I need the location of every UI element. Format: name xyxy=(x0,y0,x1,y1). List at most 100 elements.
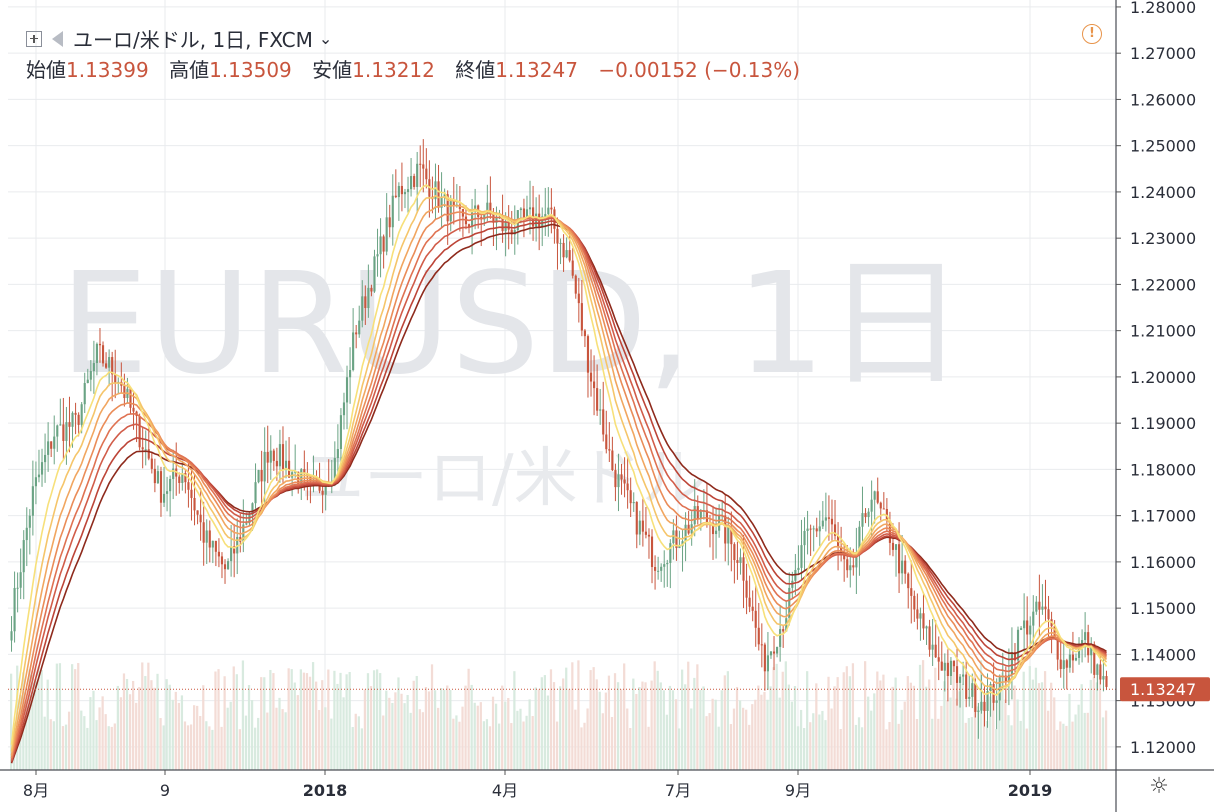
volume-bar xyxy=(263,677,266,770)
candle-body xyxy=(440,196,443,208)
candle-body xyxy=(385,217,388,252)
volume-bar xyxy=(839,728,842,770)
candle-body xyxy=(178,476,181,483)
volume-bar xyxy=(921,660,925,770)
volume-bar xyxy=(308,676,312,770)
candle-body xyxy=(849,565,852,571)
candle-body xyxy=(162,493,166,503)
candle-body xyxy=(361,296,364,321)
volume-bar xyxy=(577,660,580,770)
candle-body xyxy=(1026,620,1029,635)
volume-bar xyxy=(406,695,409,770)
candle-body xyxy=(657,570,660,572)
volume-bar xyxy=(885,729,888,770)
candle-body xyxy=(1004,675,1007,682)
volume-bar xyxy=(696,664,699,770)
candle-body xyxy=(217,551,220,557)
volume-bar xyxy=(528,699,531,770)
candle-body xyxy=(525,209,529,218)
volume-bar xyxy=(815,683,818,770)
volume-bar xyxy=(879,680,882,770)
flag-icon[interactable] xyxy=(52,30,63,47)
candle-body xyxy=(672,530,675,544)
candle-body xyxy=(605,434,608,450)
candle-body xyxy=(1041,606,1044,610)
volume-bar xyxy=(1053,697,1056,770)
y-tick-label: 1.17000 xyxy=(1130,507,1196,526)
volume-bar xyxy=(360,728,363,770)
candle-body xyxy=(339,415,342,450)
volume-bar xyxy=(180,695,184,770)
candle-body xyxy=(959,676,962,683)
volume-bar xyxy=(601,713,604,770)
volume-bar xyxy=(266,712,269,770)
candle-body xyxy=(199,514,202,523)
x-tick-label: 2018 xyxy=(303,781,348,800)
candle-body xyxy=(349,370,352,378)
candle-body xyxy=(486,202,489,214)
volume-bar xyxy=(156,673,159,770)
volume-bar xyxy=(702,686,705,770)
volume-bar xyxy=(635,693,638,770)
candle-body xyxy=(422,164,425,169)
volume-bar xyxy=(632,678,635,770)
volume-bar xyxy=(470,684,473,770)
volume-bar xyxy=(177,702,180,770)
candle-body xyxy=(269,450,272,463)
candle-body xyxy=(1074,657,1078,661)
volume-bar xyxy=(1062,723,1065,770)
candle-body xyxy=(275,460,278,467)
candle-body xyxy=(1093,643,1096,675)
volume-bar xyxy=(769,686,772,770)
candle-body xyxy=(364,296,367,309)
candle-body xyxy=(22,540,25,573)
volume-bar xyxy=(348,671,351,770)
expand-icon[interactable] xyxy=(26,30,42,47)
candle-body xyxy=(660,566,663,571)
volume-bar xyxy=(391,702,394,770)
chevron-down-icon[interactable]: ⌄ xyxy=(318,29,333,48)
volume-bar xyxy=(882,674,885,770)
volume-bar xyxy=(92,690,95,770)
volume-bar xyxy=(851,663,855,770)
volume-bar xyxy=(418,709,421,770)
volume-bar xyxy=(89,697,92,770)
volume-bar xyxy=(540,677,543,770)
volume-bar xyxy=(257,717,260,770)
volume-bar xyxy=(199,715,202,770)
settings-icon[interactable]: ☼ xyxy=(1149,774,1169,799)
candle-body xyxy=(818,526,821,532)
volume-bar xyxy=(708,713,711,770)
volume-bar xyxy=(311,662,315,770)
volume-bar xyxy=(427,691,431,770)
candle-body xyxy=(233,546,236,554)
volume-bar xyxy=(546,695,550,770)
volume-bar xyxy=(626,708,629,770)
symbol-title[interactable]: ユーロ/米ドル, 1日, FXCM xyxy=(73,28,313,52)
candle-body xyxy=(92,363,95,372)
alert-icon[interactable]: ! xyxy=(1082,24,1102,44)
candle-body xyxy=(940,661,943,671)
volume-bar xyxy=(641,681,644,770)
candle-body xyxy=(650,536,654,568)
volume-bar xyxy=(58,663,62,770)
volume-bar xyxy=(305,673,309,770)
volume-bar xyxy=(903,701,906,770)
candle-body xyxy=(40,462,44,475)
candle-body xyxy=(797,567,800,570)
volume-bar xyxy=(934,667,937,770)
volume-bar xyxy=(513,671,516,770)
volume-bar xyxy=(86,727,89,770)
volume-bar xyxy=(516,710,519,770)
candle-body xyxy=(156,471,159,484)
candle-body xyxy=(248,514,251,524)
candle-body xyxy=(1007,674,1010,682)
candle-body xyxy=(190,489,193,498)
candle-body xyxy=(303,469,306,474)
volume-bar xyxy=(458,721,461,770)
volume-bar xyxy=(186,725,190,770)
candle-body xyxy=(223,564,227,570)
volume-bar xyxy=(49,719,52,770)
volume-bar xyxy=(229,701,232,770)
